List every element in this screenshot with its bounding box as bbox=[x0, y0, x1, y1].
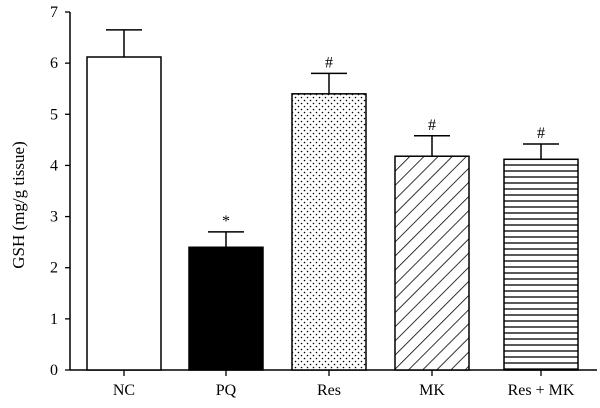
bar-nc bbox=[86, 56, 162, 371]
significance-marker: # bbox=[325, 54, 333, 71]
significance-marker: * bbox=[222, 213, 230, 230]
significance-marker: # bbox=[537, 125, 545, 142]
labels: 0 1 2 3 4 5 6 7 NC * PQ # Res # MK # Res + MK bbox=[50, 4, 575, 399]
bars bbox=[86, 29, 579, 371]
x-tick-label: NC bbox=[113, 382, 135, 399]
y-tick-label: 1 bbox=[50, 311, 58, 328]
y-tick-label: 7 bbox=[50, 4, 58, 21]
y-axis-label: GSH (mg/g tissue) bbox=[9, 141, 28, 269]
x-tick-label: MK bbox=[419, 382, 445, 399]
x-tick-label: Res bbox=[317, 382, 341, 399]
bar-res bbox=[291, 93, 367, 371]
bar-pq bbox=[188, 246, 264, 371]
y-tick-label: 0 bbox=[50, 362, 58, 379]
y-tick-label: 6 bbox=[50, 55, 58, 72]
y-tick-label: 5 bbox=[50, 106, 58, 123]
y-tick-label: 3 bbox=[50, 209, 58, 226]
bar-res-mk bbox=[503, 158, 579, 371]
y-tick-label: 2 bbox=[50, 260, 58, 277]
significance-marker: # bbox=[428, 117, 436, 134]
bar-mk bbox=[394, 155, 470, 371]
y-tick-label: 4 bbox=[50, 157, 58, 174]
x-tick-label: Res + MK bbox=[508, 382, 575, 399]
x-tick-label: PQ bbox=[216, 382, 237, 399]
